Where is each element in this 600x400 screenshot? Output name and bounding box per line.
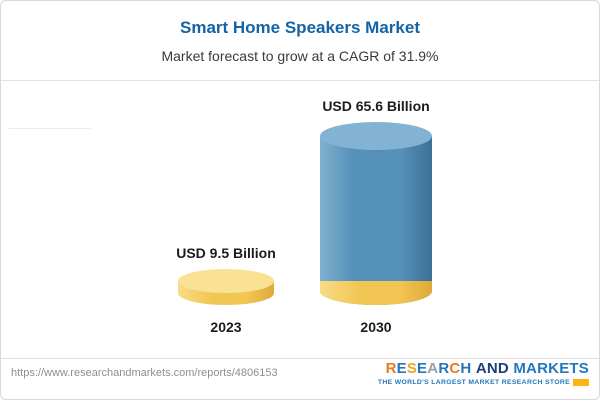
logo-tagline-row: THE WORLD'S LARGEST MARKET RESEARCH STOR… (378, 379, 589, 386)
cylinder-body (320, 136, 432, 305)
value-label-2023: USD 9.5 Billion (176, 245, 276, 261)
cylinder-2030 (320, 122, 432, 305)
chart-title: Smart Home Speakers Market (179, 18, 420, 37)
cylinder-top-ellipse (178, 269, 274, 293)
cylinder-top-ellipse (320, 122, 432, 150)
chart-subtitle: Market forecast to grow at a CAGR of 31.… (161, 48, 439, 64)
header-divider (1, 80, 599, 81)
logo-accent-bar (573, 379, 589, 386)
research-and-markets-logo: RESEARCH AND MARKETS THE WORLD'S LARGEST… (378, 361, 589, 386)
cylinder-base-segment (320, 281, 432, 305)
logo-tagline: THE WORLD'S LARGEST MARKET RESEARCH STOR… (377, 379, 570, 386)
report-url: https://www.researchandmarkets.com/repor… (11, 367, 278, 379)
x-tick-2023: 2023 (210, 319, 242, 335)
x-tick-2030: 2030 (360, 319, 392, 335)
top-gridline (9, 128, 91, 129)
cylinder-2023 (178, 269, 274, 305)
logo-wordmark: RESEARCH AND MARKETS (385, 360, 589, 377)
value-label-2030: USD 65.6 Billion (322, 98, 430, 114)
footer-divider (1, 358, 599, 359)
